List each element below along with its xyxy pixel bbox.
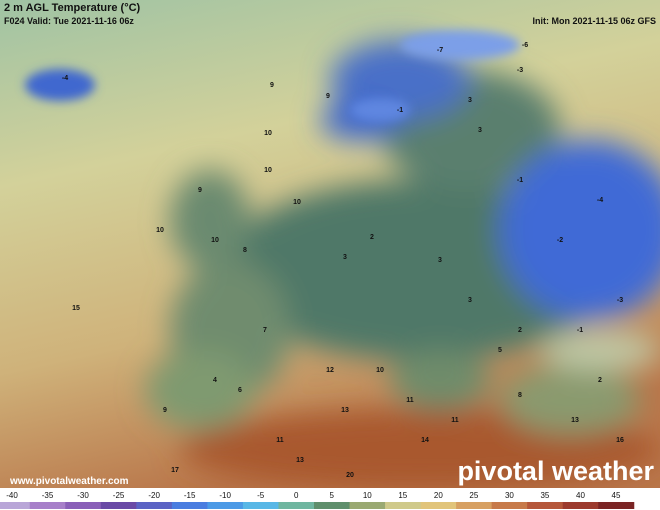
colorbar-segment: [0, 502, 31, 509]
temperature-label: 3: [438, 257, 442, 264]
temperature-label: 10: [211, 237, 219, 244]
temperature-label: 13: [341, 407, 349, 414]
colorbar-tick-label: -35: [42, 491, 54, 500]
colorbar-tick-label: -10: [219, 491, 231, 500]
temperature-label: 8: [518, 392, 522, 399]
temperature-label: 9: [270, 82, 274, 89]
temperature-label: 14: [421, 437, 429, 444]
colorbar-tick-label: 35: [540, 491, 549, 500]
temperature-label: -1: [397, 107, 403, 114]
init-time: Init: Mon 2021-11-15 06z GFS: [532, 16, 656, 26]
colorbar-tick-label: -25: [113, 491, 125, 500]
colorbar-segment: [349, 502, 386, 509]
temperature-label: 3: [468, 97, 472, 104]
colorbar-segment: [598, 502, 635, 509]
temperature-label: -4: [597, 197, 603, 204]
temperature-label: 13: [571, 417, 579, 424]
temperature-label: -4: [62, 75, 68, 82]
temperature-label: 9: [163, 407, 167, 414]
temperature-label: 11: [451, 417, 459, 424]
colorbar-segment: [456, 502, 493, 509]
colorbar-segment: [207, 502, 244, 509]
temperature-label: 12: [326, 367, 334, 374]
temperature-label: 15: [72, 305, 80, 312]
map-labels: 9 9 10 10 10 15 3 2 3 -1 -2 -4 -3 -3 3 3 -1 -7 -6 -4 10 9 10 8 7…: [62, 42, 624, 479]
colorbar-tick-label: 45: [612, 491, 621, 500]
temperature-label: 9: [198, 187, 202, 194]
temperature-label: 3: [478, 127, 482, 134]
temperature-label: 11: [276, 437, 284, 444]
colorbar-segment: [491, 502, 528, 509]
colorbar-segment: [29, 502, 66, 509]
temperature-label: 10: [264, 167, 272, 174]
temperature-label: 5: [498, 347, 502, 354]
colorbar-tick-label: 0: [294, 491, 299, 500]
colorbar-segment: [242, 502, 279, 509]
colorbar-tick-label: 25: [469, 491, 478, 500]
colorbar-segment: [100, 502, 137, 509]
colorbar-tick-label: 40: [576, 491, 585, 500]
colorbar-segment: [65, 502, 102, 509]
colorbar-segment: [420, 502, 457, 509]
colorbar-tick-label: 30: [505, 491, 514, 500]
temperature-label: -3: [517, 67, 523, 74]
temperature-label: 3: [468, 297, 472, 304]
website: www.pivotalweather.com: [9, 476, 129, 487]
colorbar-tick-label: 15: [398, 491, 407, 500]
temperature-label: 7: [263, 327, 267, 334]
colorbar-segment: [385, 502, 422, 509]
colorbar-tick-label: -30: [77, 491, 89, 500]
temperature-label: -1: [577, 327, 583, 334]
temperature-label: -3: [617, 297, 623, 304]
colorbar-segment: [171, 502, 208, 509]
temperature-label: -2: [557, 237, 563, 244]
colorbar-segment: [527, 502, 564, 509]
temperature-label: 10: [264, 130, 272, 137]
temperature-label: -1: [517, 177, 523, 184]
colorbar-segment: [562, 502, 599, 509]
temperature-label: 16: [616, 437, 624, 444]
temperature-label: 11: [406, 397, 414, 404]
logo: pivotal weather: [457, 456, 654, 486]
colorbar-segment: [278, 502, 315, 509]
colorbar-tick-label: -5: [257, 491, 265, 500]
temperature-label: 20: [346, 472, 354, 479]
temperature-label: 17: [171, 467, 179, 474]
colorbar: -40 -35 -30 -25 -20 -15 -10 -5 0 5 10 15 20 25 30 35 40 4…: [0, 491, 635, 509]
temperature-label: 9: [326, 93, 330, 100]
temperature-label: 8: [243, 247, 247, 254]
temperature-label: 13: [296, 457, 304, 464]
colorbar-tick-label: 20: [434, 491, 443, 500]
colorbar-tick-label: -20: [148, 491, 160, 500]
temperature-label: 6: [238, 387, 242, 394]
temperature-label: 3: [343, 254, 347, 261]
colorbar-segment: [314, 502, 351, 509]
colorbar-tick-label: 10: [363, 491, 372, 500]
temperature-label: -7: [437, 47, 443, 54]
temperature-label: 2: [370, 234, 374, 241]
colorbar-tick-label: 5: [330, 491, 335, 500]
temperature-label: 10: [156, 227, 164, 234]
title: 2 m AGL Temperature (°C): [4, 2, 141, 14]
valid-time: F024 Valid: Tue 2021-11-16 06z: [4, 16, 134, 26]
temperature-label: 2: [518, 327, 522, 334]
temperature-label: 2: [598, 377, 602, 384]
colorbar-segment: [136, 502, 173, 509]
temperature-label: 4: [213, 377, 217, 384]
colorbar-tick-label: -40: [6, 491, 18, 500]
map-background: [0, 0, 660, 490]
colorbar-tick-label: -15: [184, 491, 196, 500]
temperature-label: 10: [293, 199, 301, 206]
temperature-label: -6: [522, 42, 528, 49]
temperature-label: 10: [376, 367, 384, 374]
